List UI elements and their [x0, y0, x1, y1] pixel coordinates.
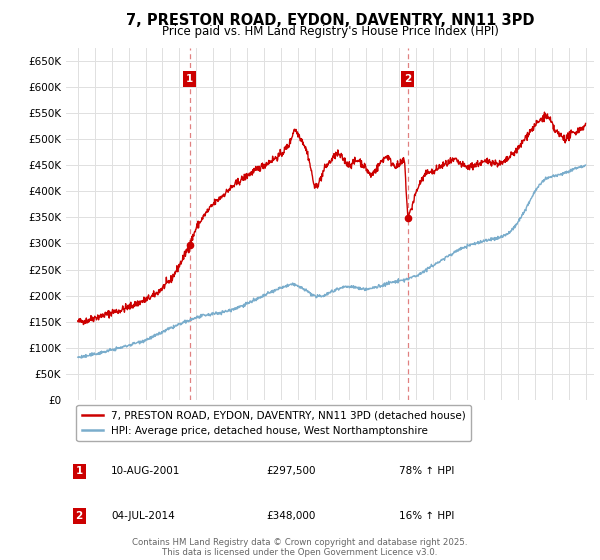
Text: 04-JUL-2014: 04-JUL-2014: [111, 511, 175, 521]
Text: 7, PRESTON ROAD, EYDON, DAVENTRY, NN11 3PD: 7, PRESTON ROAD, EYDON, DAVENTRY, NN11 3…: [126, 13, 534, 28]
Text: 1: 1: [76, 466, 83, 477]
Text: 10-AUG-2001: 10-AUG-2001: [111, 466, 180, 477]
Legend: 7, PRESTON ROAD, EYDON, DAVENTRY, NN11 3PD (detached house), HPI: Average price,: 7, PRESTON ROAD, EYDON, DAVENTRY, NN11 3…: [76, 405, 471, 441]
Text: 16% ↑ HPI: 16% ↑ HPI: [398, 511, 454, 521]
Text: Price paid vs. HM Land Registry's House Price Index (HPI): Price paid vs. HM Land Registry's House …: [161, 25, 499, 38]
Text: 2: 2: [404, 74, 412, 84]
Text: 1: 1: [186, 74, 194, 84]
Text: £348,000: £348,000: [266, 511, 316, 521]
Text: £297,500: £297,500: [266, 466, 316, 477]
Text: Contains HM Land Registry data © Crown copyright and database right 2025.
This d: Contains HM Land Registry data © Crown c…: [132, 538, 468, 557]
Text: 2: 2: [76, 511, 83, 521]
Text: 78% ↑ HPI: 78% ↑ HPI: [398, 466, 454, 477]
